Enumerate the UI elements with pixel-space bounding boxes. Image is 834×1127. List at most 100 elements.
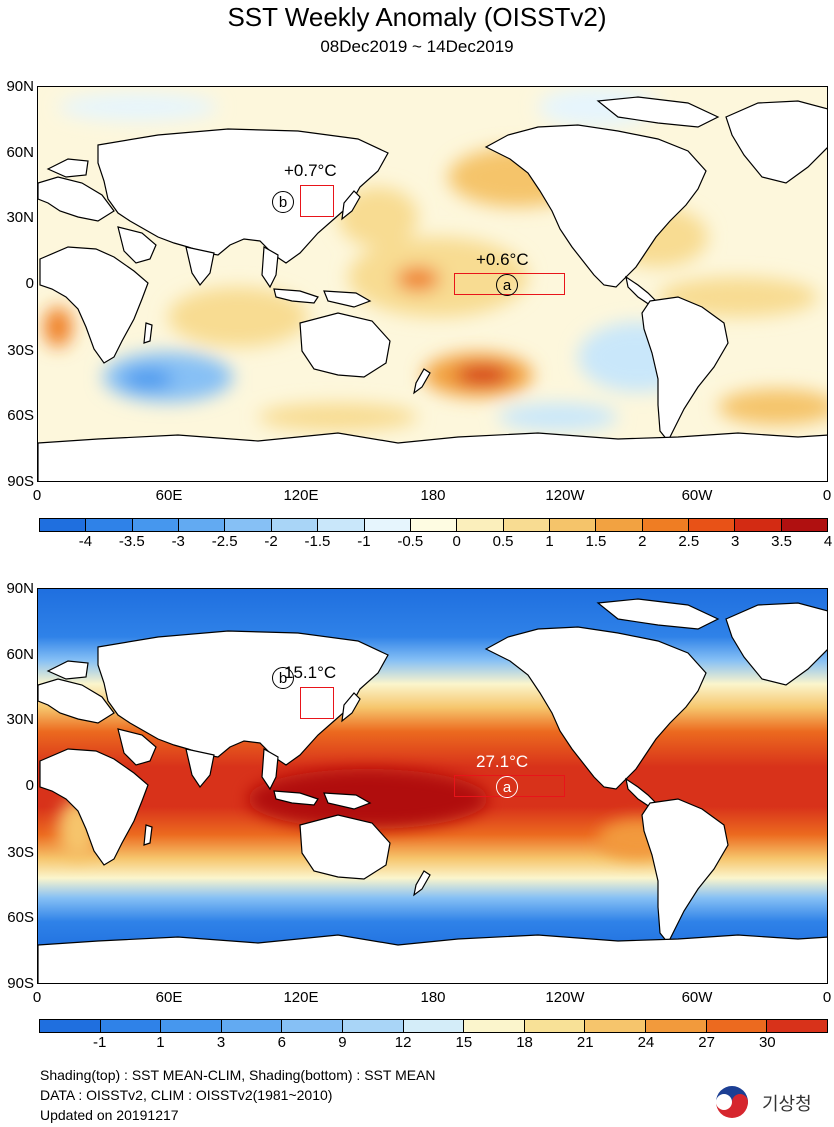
- lat-label: 60S: [7, 407, 34, 424]
- lat-label: 30S: [7, 342, 34, 359]
- colorbar-label: -2: [264, 533, 278, 550]
- colorbar-label: 21: [576, 1034, 594, 1051]
- colorbar-label: 3: [731, 533, 740, 550]
- colorbar-swatch: [86, 519, 133, 531]
- lon-label: 0: [822, 989, 832, 1006]
- colorbar-swatch: [179, 519, 226, 531]
- lon-label: 180: [420, 989, 446, 1006]
- region-a-marker: a: [496, 776, 518, 798]
- colorbar-label: 1: [545, 533, 554, 550]
- anomaly-shading: [38, 87, 827, 481]
- colorbar-label: 3: [216, 1034, 226, 1051]
- lat-label: 30S: [7, 844, 34, 861]
- colorbar-swatch: [503, 519, 550, 531]
- colorbar-label: 0.5: [492, 533, 514, 550]
- region-a-value: 27.1°C: [476, 752, 529, 771]
- colorbar-label: 1: [156, 1034, 165, 1051]
- colorbar-label: -3: [171, 533, 185, 550]
- footer-data-note: DATA : OISSTv2, CLIM : OISSTv2(1981~2010…: [40, 1087, 333, 1103]
- lat-label: 90S: [7, 975, 34, 992]
- colorbar-swatch: [464, 1020, 525, 1032]
- anomaly-map: [37, 86, 828, 482]
- lat-label: 60N: [6, 144, 34, 161]
- colorbar-swatch: [549, 519, 597, 531]
- colorbar-swatch: [706, 1020, 768, 1032]
- lon-label: 0: [32, 487, 42, 504]
- lon-label: 0: [822, 487, 832, 504]
- colorbar-swatch: [282, 1020, 344, 1032]
- lon-label: 120W: [545, 487, 585, 504]
- colorbar-label: -3.5: [118, 533, 145, 550]
- region-a-value: +0.6°C: [476, 250, 529, 269]
- colorbar-label: -0.5: [397, 533, 424, 550]
- colorbar-label: 2: [638, 533, 647, 550]
- colorbar-label: 15: [455, 1034, 473, 1051]
- colorbar-swatch: [132, 519, 180, 531]
- colorbar-swatch: [646, 1020, 707, 1032]
- colorbar-swatch: [161, 1020, 222, 1032]
- region-b-marker: b: [272, 191, 294, 213]
- colorbar-label: 6: [277, 1034, 286, 1051]
- lon-label: 0: [32, 989, 42, 1006]
- colorbar-label: 18: [516, 1034, 533, 1051]
- colorbar-swatch: [403, 1020, 465, 1032]
- mean-sst-map: [37, 588, 828, 984]
- mean-sst-map-canvas: [38, 589, 827, 983]
- mean-sst-colorbar: [39, 1019, 828, 1033]
- colorbar-swatch: [221, 1020, 283, 1032]
- colorbar-label: -2.5: [211, 533, 238, 550]
- colorbar-label: -4: [78, 533, 93, 550]
- lat-label: 0: [25, 777, 34, 794]
- colorbar-label: -1.5: [304, 533, 331, 550]
- colorbar-swatch: [100, 1020, 162, 1032]
- colorbar-label: 2.5: [678, 533, 700, 550]
- colorbar-swatch: [781, 519, 828, 531]
- lat-label: 0: [25, 275, 34, 292]
- colorbar-swatch: [767, 1020, 827, 1032]
- colorbar-swatch: [596, 519, 643, 531]
- colorbar-label: -1: [93, 1034, 107, 1051]
- region-b-value: +0.7°C: [284, 161, 337, 180]
- footer-shading-note: Shading(top) : SST MEAN-CLIM, Shading(bo…: [40, 1067, 436, 1083]
- colorbar-label: 0: [452, 533, 461, 550]
- colorbar-swatch: [343, 1020, 404, 1032]
- lat-label: 90N: [6, 78, 34, 95]
- colorbar-label: 9: [338, 1034, 347, 1051]
- lat-label: 30N: [6, 711, 34, 728]
- colorbar-label: -1: [357, 533, 371, 550]
- colorbar-swatch: [642, 519, 690, 531]
- colorbar-label: 3.5: [771, 533, 792, 550]
- colorbar-swatch: [318, 519, 365, 531]
- lon-label: 120E: [283, 487, 319, 504]
- date-range: 08Dec2019 ~ 14Dec2019: [320, 37, 514, 56]
- lat-label: 90N: [6, 580, 34, 597]
- colorbar-label: 24: [637, 1034, 655, 1051]
- colorbar-label: 27: [698, 1034, 715, 1051]
- lon-label: 60E: [155, 989, 183, 1006]
- region-b-box: [300, 687, 334, 719]
- colorbar-swatch: [40, 1020, 101, 1032]
- page-title: SST Weekly Anomaly (OISSTv2): [227, 2, 607, 32]
- colorbar-swatch: [40, 519, 87, 531]
- lon-label: 60W: [681, 487, 713, 504]
- lat-label: 90S: [7, 473, 34, 490]
- colorbar-swatch: [364, 519, 411, 531]
- footer-updated-note: Updated on 20191217: [40, 1107, 179, 1123]
- colorbar-label: 12: [394, 1034, 412, 1051]
- colorbar-swatch: [410, 519, 458, 531]
- lat-label: 60S: [7, 909, 34, 926]
- lon-label: 120W: [545, 989, 585, 1006]
- colorbar-swatch: [225, 519, 272, 531]
- region-b-box: [300, 185, 334, 217]
- kma-logo-text: 기상청: [762, 1094, 812, 1114]
- anomaly-colorbar: [39, 518, 828, 532]
- colorbar-label: 4: [823, 533, 833, 550]
- region-a-marker: a: [496, 274, 518, 296]
- kma-logo-icon: [716, 1086, 748, 1118]
- lon-label: 180: [420, 487, 446, 504]
- colorbar-swatch: [524, 1020, 586, 1032]
- colorbar-swatch: [271, 519, 319, 531]
- colorbar-swatch: [689, 519, 736, 531]
- colorbar-label: 1.5: [585, 533, 607, 550]
- colorbar-label: 30: [758, 1034, 776, 1051]
